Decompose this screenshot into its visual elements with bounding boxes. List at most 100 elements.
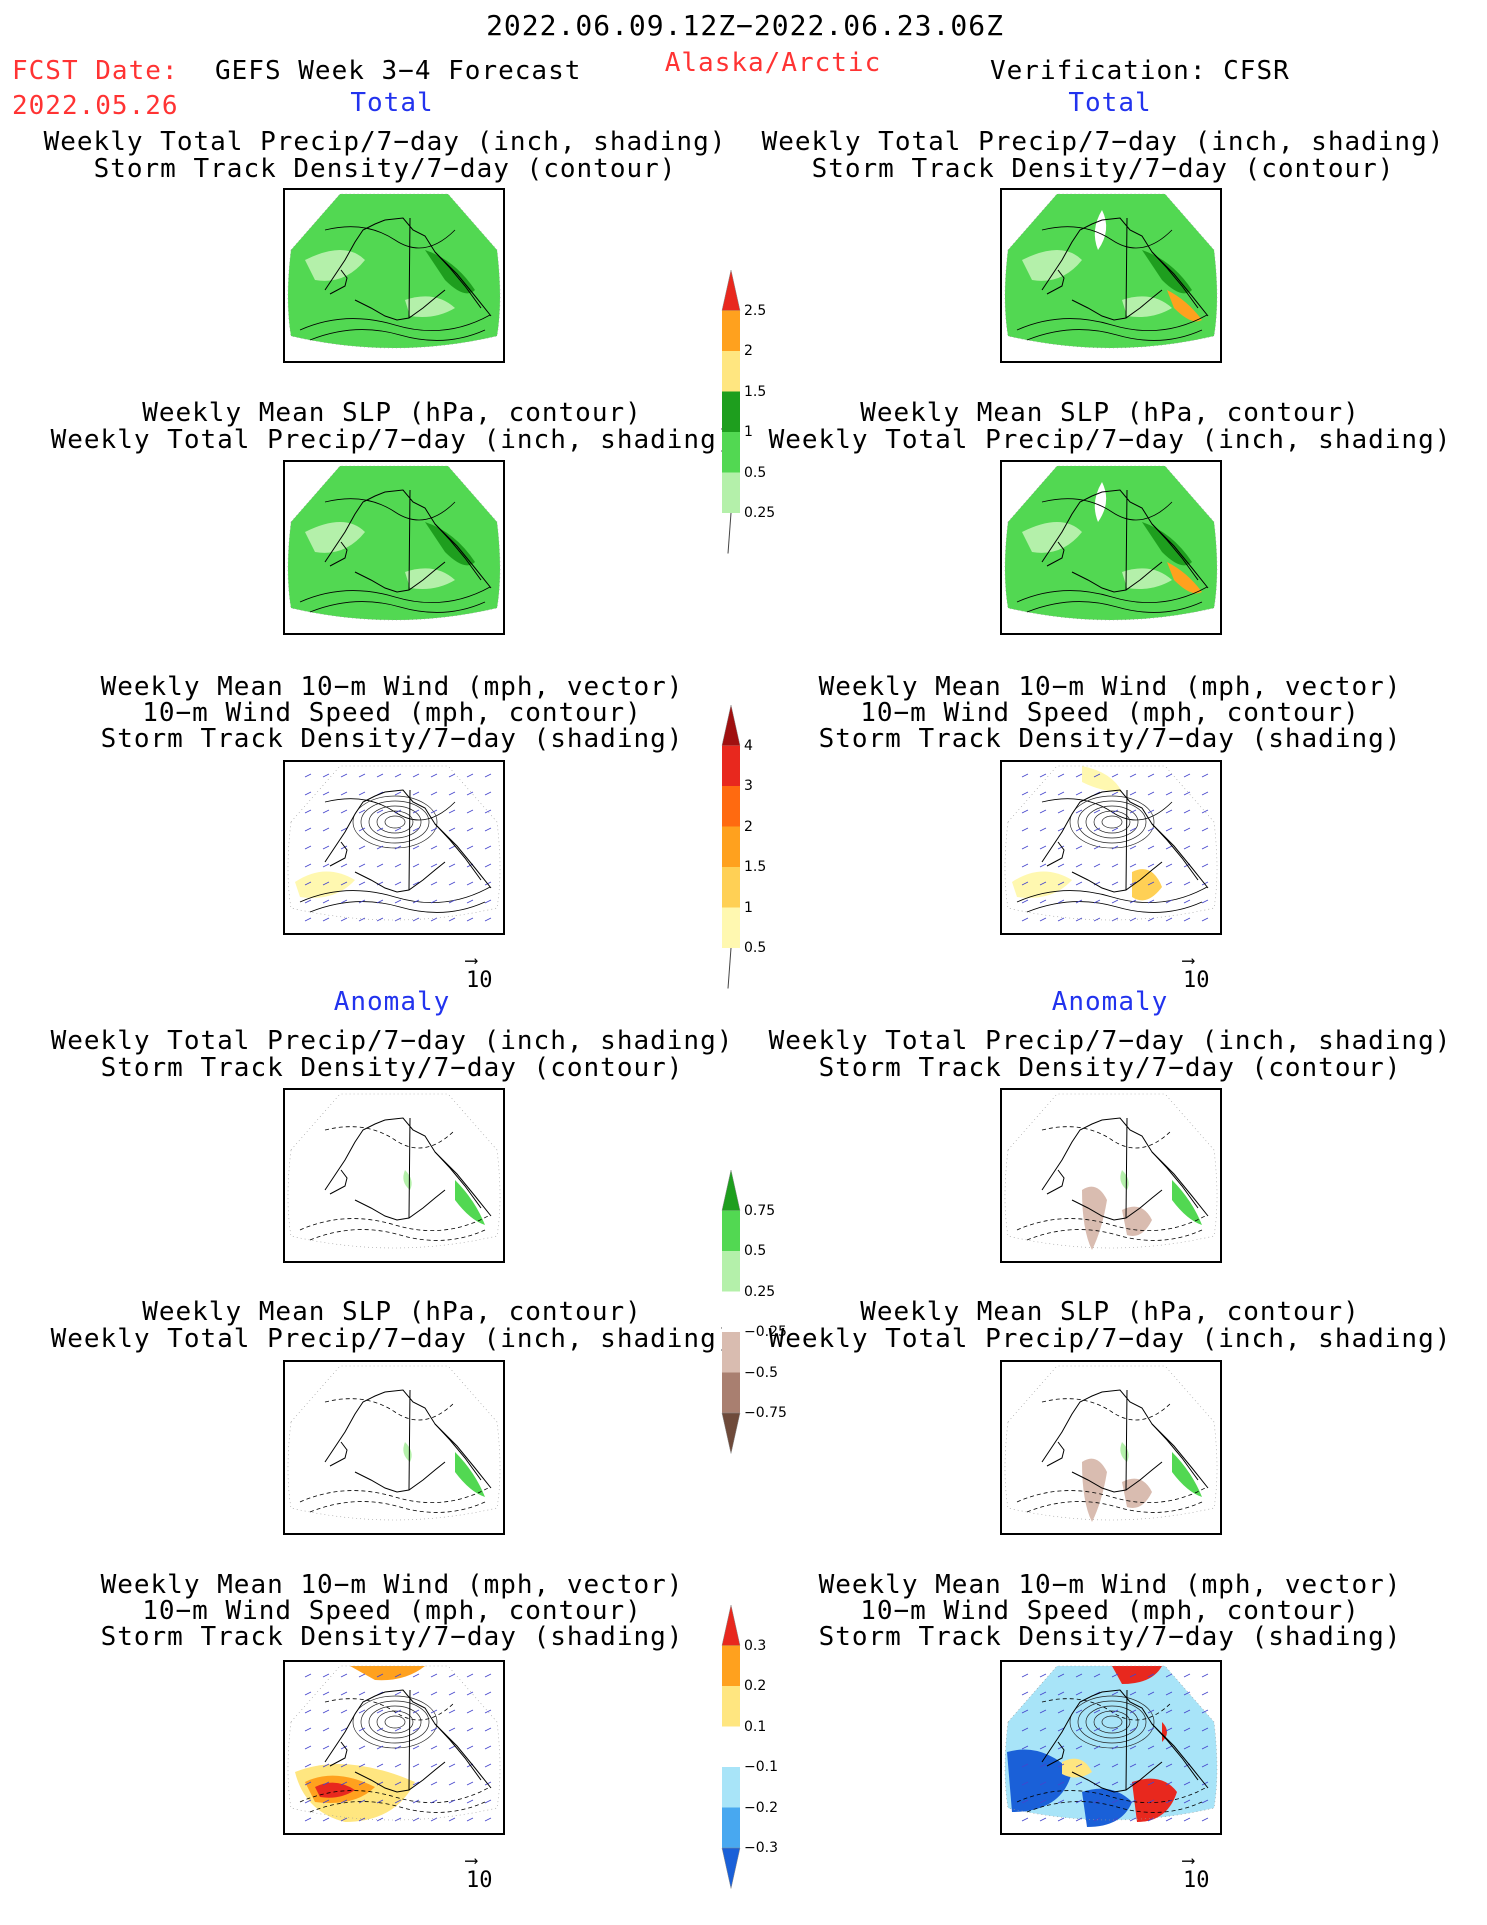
wind-vector [484, 1817, 492, 1822]
coastline [329, 251, 492, 317]
wind-vector [1093, 899, 1101, 904]
wind-vector [412, 1709, 420, 1714]
colorbar-swatches [721, 704, 741, 989]
title-r6-b: 10−m Wind Speed (mph, contour) [860, 1596, 1360, 1626]
colorbar-swatch [721, 1412, 741, 1454]
contour-line [1093, 810, 1131, 834]
wind-vector [1129, 773, 1137, 778]
wind-vector [412, 827, 420, 832]
wind-vector [1165, 1763, 1173, 1768]
wind-vector [484, 917, 492, 922]
colorbar-swatch [722, 1251, 740, 1292]
wind-vector [340, 827, 348, 832]
forecast-period: 2022.06.09.12Z−2022.06.23.06Z [486, 9, 1004, 42]
map-anom-precip-storm-verification [1000, 1088, 1222, 1263]
wind-vector [304, 1799, 312, 1804]
wind-vector [322, 1763, 330, 1768]
wind-vector [1201, 863, 1209, 868]
wind-vector [448, 917, 456, 922]
wind-vector [1075, 1745, 1083, 1750]
wind-vector [1201, 1817, 1209, 1822]
domain-outline [287, 465, 501, 621]
wind-vector [448, 1817, 456, 1822]
colorbar-tick-label: 0.2 [744, 1678, 767, 1694]
contour-line [384, 1715, 406, 1729]
wind-vector [1021, 1817, 1029, 1822]
contour-line [1041, 1398, 1173, 1421]
contour-line [352, 1695, 438, 1749]
wind-vector [466, 1709, 474, 1714]
wind-vector [304, 1817, 312, 1822]
wind-vector [448, 845, 456, 850]
wind-vector [1111, 1781, 1119, 1786]
wind-vector [466, 1781, 474, 1786]
title-l4-a: Weekly Total Precip/7−day (inch, shading… [50, 1026, 734, 1056]
contour-line [324, 226, 456, 249]
map-anom-wind-storm-forecast [283, 1660, 505, 1835]
wind-vector [466, 1745, 474, 1750]
coastline [1041, 1389, 1199, 1493]
coastline [1046, 1151, 1209, 1217]
wind-vector [466, 791, 474, 796]
wind-vector [1021, 881, 1029, 886]
wind-vector [448, 809, 456, 814]
contour-line [309, 1801, 486, 1813]
colorbar-swatch [722, 1807, 740, 1848]
wind-vector [1111, 1745, 1119, 1750]
wind-vector [1039, 1763, 1047, 1768]
wind-vector [394, 1781, 402, 1786]
wind-vector [322, 1799, 330, 1804]
wind-vector [412, 1745, 420, 1750]
wind-vector [1129, 1799, 1137, 1804]
precip-anomaly-shading [455, 1180, 485, 1225]
title-r6-a: Weekly Mean 10−m Wind (mph, vector) [818, 1570, 1402, 1600]
vector-reference-arrow-icon: ⟶ [466, 1850, 477, 1871]
wind-vector [1111, 899, 1119, 904]
wind-vector [1165, 827, 1173, 832]
wind-vector [466, 1691, 474, 1696]
colorbar-precip-total: 2.5 2 1.5 1 0.5 0.25 [720, 269, 800, 560]
colorbar-tick-label: 0.3 [744, 1637, 767, 1654]
contour-line [1016, 1486, 1208, 1504]
title-l6-b: 10−m Wind Speed (mph, contour) [142, 1596, 642, 1626]
contour-line [376, 1710, 414, 1734]
domain-outline [1004, 465, 1218, 621]
fcst-date-value: 2022.05.26 [12, 91, 179, 121]
colorbar-swatch [722, 1645, 740, 1686]
colorbar-tick-label: 0.1 [744, 1718, 767, 1735]
wind-vector [1129, 1727, 1137, 1732]
wind-vector [1075, 809, 1083, 814]
storm-anomaly-shading [1007, 1749, 1072, 1812]
colorbar-tick-label: −0.1 [744, 1759, 778, 1775]
wind-vector [340, 917, 348, 922]
wind-vector [1057, 1745, 1065, 1750]
wind-vector [322, 809, 330, 814]
contour-line [299, 1486, 491, 1504]
contour-line [299, 586, 491, 604]
section-total-left: Total [350, 88, 434, 118]
wind-vector [484, 791, 492, 796]
colorbar-swatch [722, 432, 740, 473]
colorbar-swatch [721, 1169, 741, 1211]
wind-vector [1057, 1799, 1065, 1804]
wind-vector [304, 1709, 312, 1714]
title-r2-a: Weekly Mean SLP (hPa, contour) [860, 398, 1360, 428]
wind-vector [394, 1745, 402, 1750]
colorbar-tick-label: −0.5 [744, 1364, 778, 1381]
wind-vector [1075, 1727, 1083, 1732]
wind-vector [322, 845, 330, 850]
contour-line [324, 498, 456, 521]
wind-vector [1075, 791, 1083, 796]
wind-vector [1147, 899, 1155, 904]
wind-vector [304, 1691, 312, 1696]
wind-vector [1147, 1673, 1155, 1678]
colorbar-tick-label: 0.25 [744, 505, 776, 521]
colorbar-swatch [722, 786, 740, 827]
wind-vector [1183, 1817, 1191, 1822]
wind-vector [1129, 1745, 1137, 1750]
section-anomaly-left: Anomaly [333, 987, 451, 1017]
wind-vector [412, 845, 420, 850]
wind-vector [1165, 1745, 1173, 1750]
contour-line [1026, 601, 1203, 613]
colorbar-storm-total: 4 3 2 1.5 1 0.5 [720, 704, 800, 995]
